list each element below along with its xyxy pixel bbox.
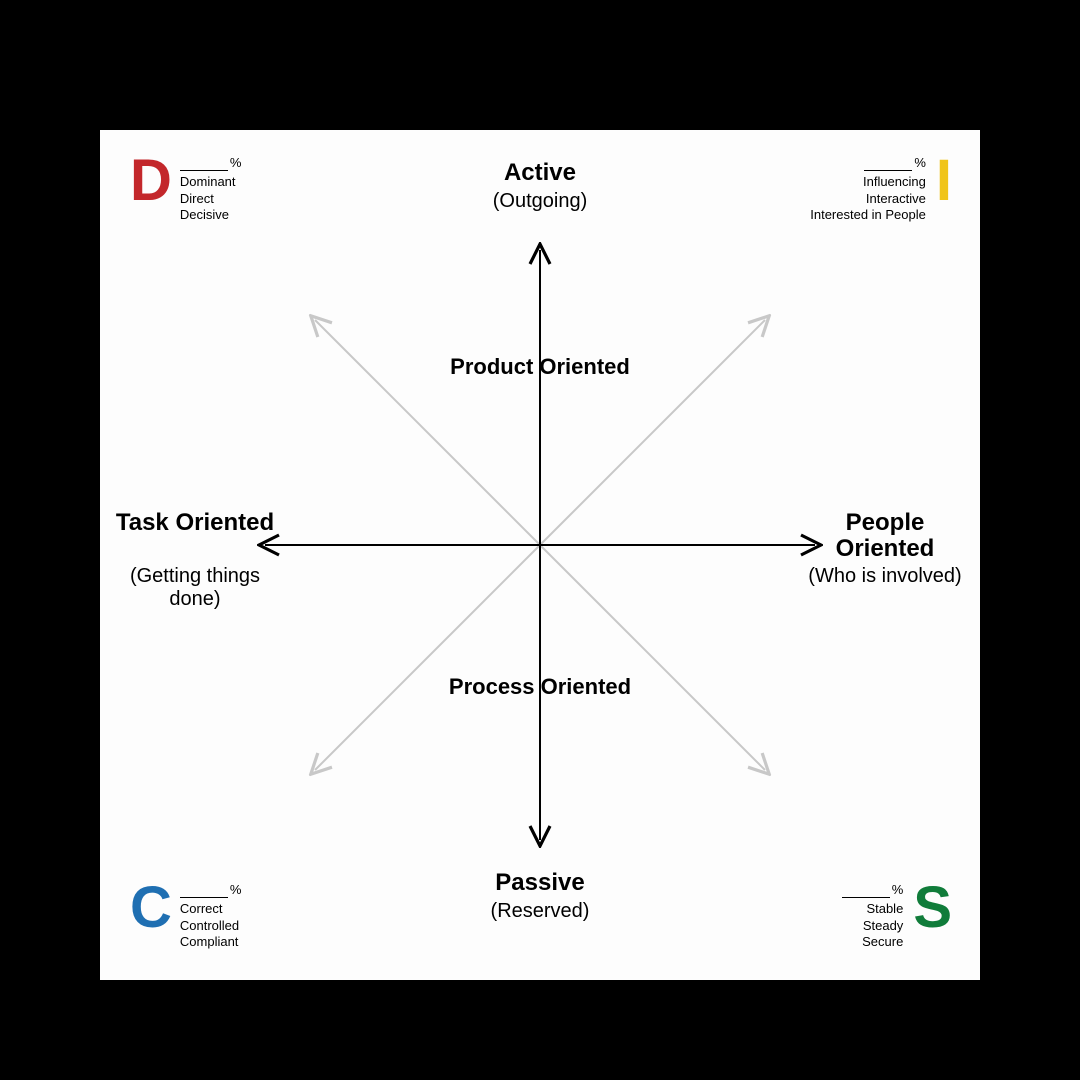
pct-line-c [180, 884, 228, 898]
corner-s-trait-2: Secure [842, 934, 904, 950]
pct-line-d [180, 157, 228, 171]
pct-symbol-d: % [230, 155, 242, 171]
corner-i-trait-2: Interested in People [810, 207, 926, 223]
axis-bottom-title: Passive [440, 870, 640, 896]
axis-top-sub: (Outgoing) [440, 190, 640, 213]
corner-d-trait-0: Dominant [180, 174, 242, 190]
corner-c-trait-2: Compliant [180, 934, 242, 950]
corner-s: % Stable Steady Secure S [842, 882, 950, 950]
corner-c-trait-0: Correct [180, 901, 242, 917]
axis-bottom-sub: (Reserved) [440, 900, 640, 923]
axis-right-title-text: People Oriented [836, 509, 935, 562]
pct-line-s [842, 884, 890, 898]
inner-upper-text: Product Oriented [450, 354, 630, 379]
axis-left-sub: (Getting things done) [110, 565, 280, 611]
pct-row-d: % [180, 155, 242, 171]
inner-upper-label: Product Oriented [440, 355, 640, 379]
axis-left-title: Task Oriented [110, 510, 280, 536]
corner-c-desc: % Correct Controlled Compliant [180, 882, 242, 950]
corner-s-trait-0: Stable [842, 901, 904, 917]
axis-right-sub: (Who is involved) [800, 565, 970, 588]
corner-d: D % Dominant Direct Decisive [130, 155, 241, 223]
corner-c-trait-1: Controlled [180, 918, 242, 934]
corner-c: C % Correct Controlled Compliant [130, 882, 241, 950]
corner-d-letter: D [130, 155, 170, 207]
diag-se-arrow [540, 545, 765, 770]
corner-i-desc: % Influencing Interactive Interested in … [810, 155, 926, 223]
pct-row-i: % [810, 155, 926, 171]
corner-d-trait-1: Direct [180, 191, 242, 207]
corner-i-trait-0: Influencing [810, 174, 926, 190]
axis-top-title: Active [440, 160, 640, 186]
corner-d-desc: % Dominant Direct Decisive [180, 155, 242, 223]
pct-symbol-i: % [914, 155, 926, 171]
pct-symbol-c: % [230, 882, 242, 898]
corner-d-trait-2: Decisive [180, 207, 242, 223]
inner-lower-text: Process Oriented [449, 674, 631, 699]
diag-sw-arrow [315, 545, 540, 770]
corner-c-letter: C [130, 882, 170, 934]
pct-line-i [864, 157, 912, 171]
corner-i-letter: I [936, 155, 950, 207]
axis-right-title: People Oriented [800, 510, 970, 563]
diagram-canvas: Active (Outgoing) Passive (Reserved) Tas… [100, 130, 980, 980]
inner-lower-label: Process Oriented [440, 675, 640, 699]
pct-symbol-s: % [892, 882, 904, 898]
axis-left-title-text: Task Oriented [116, 509, 274, 536]
pct-row-c: % [180, 882, 242, 898]
corner-i: % Influencing Interactive Interested in … [810, 155, 950, 223]
corner-i-trait-1: Interactive [810, 191, 926, 207]
pct-row-s: % [842, 882, 904, 898]
corner-s-letter: S [913, 882, 950, 934]
corner-s-trait-1: Steady [842, 918, 904, 934]
corner-s-desc: % Stable Steady Secure [842, 882, 904, 950]
